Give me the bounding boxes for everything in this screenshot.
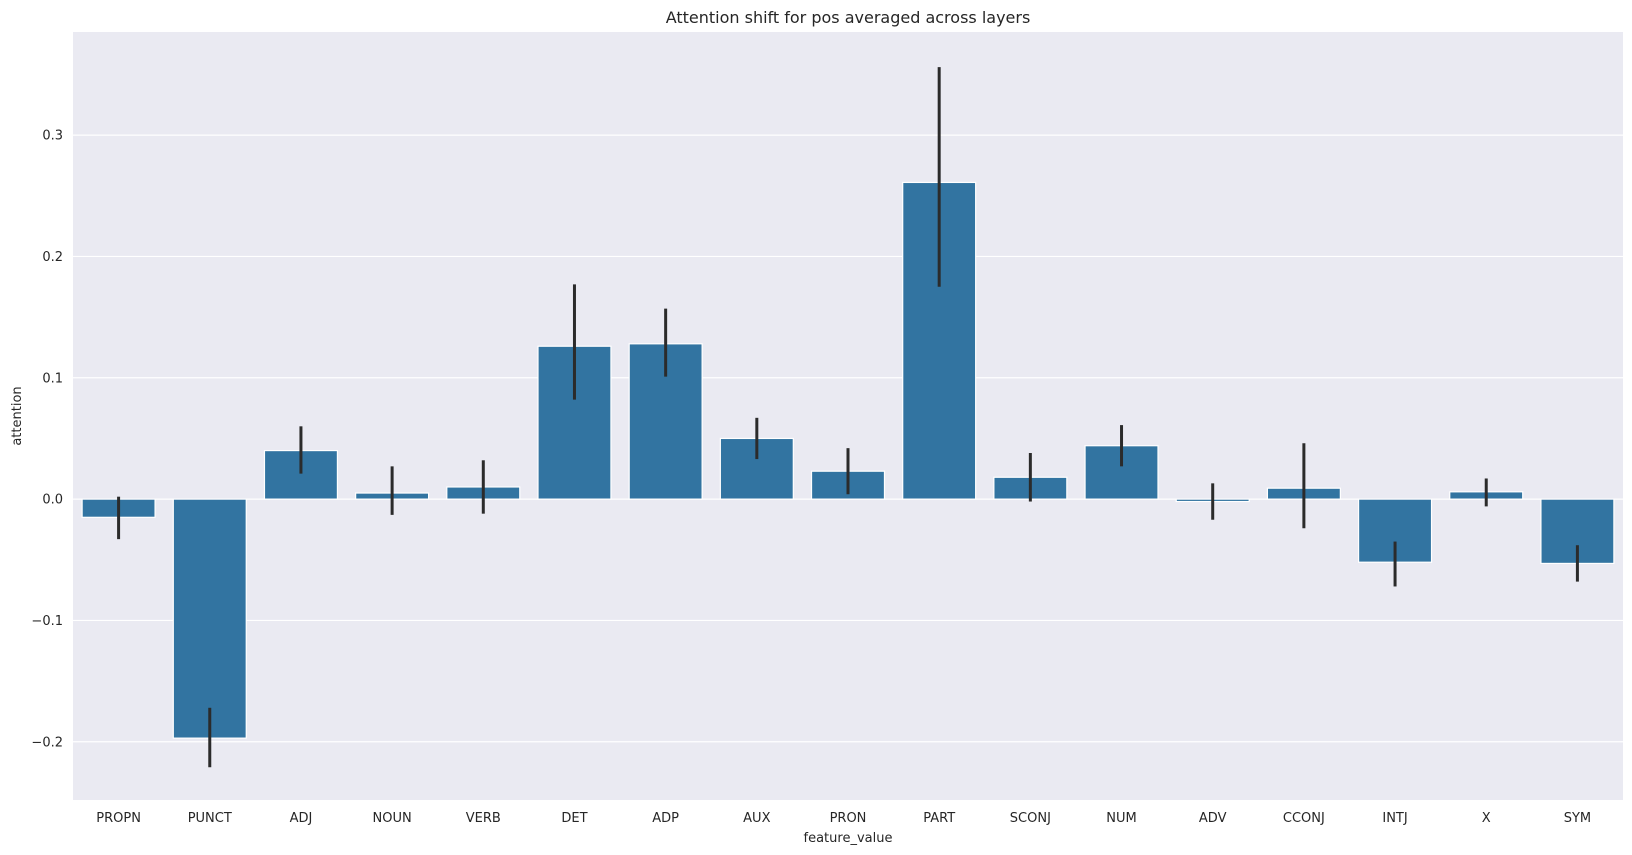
y-tick-label: −0.2 xyxy=(31,735,63,750)
x-tick-labels: PROPN PUNCT ADJ NOUN VERB DET ADP AUX PRON PART SC… xyxy=(96,811,1591,826)
y-tick-label: 0.2 xyxy=(42,250,63,265)
x-tick-label: PROPN xyxy=(96,811,141,826)
error-bars xyxy=(117,67,1579,768)
x-tick-label: PART xyxy=(923,811,955,826)
bar-punct xyxy=(172,498,247,739)
x-tick-label: ADV xyxy=(1199,811,1227,826)
y-tick-label: −0.1 xyxy=(31,614,63,629)
chart-title: Attention shift for pos averaged across … xyxy=(666,8,1031,27)
y-tick-label: 0.1 xyxy=(42,371,63,386)
y-tick-labels: −0.2 −0.1 0.0 0.1 0.2 0.3 xyxy=(31,129,63,751)
x-tick-label: PUNCT xyxy=(188,811,232,826)
y-axis-label: attention xyxy=(10,386,25,445)
x-tick-label: X xyxy=(1482,811,1491,826)
y-tick-label: 0.0 xyxy=(42,493,63,508)
x-tick-label: SYM xyxy=(1564,811,1591,826)
x-tick-label: DET xyxy=(561,811,587,826)
x-tick-label: CCONJ xyxy=(1283,811,1325,826)
x-tick-label: PRON xyxy=(830,811,867,826)
x-tick-label: SCONJ xyxy=(1010,811,1051,826)
x-tick-label: ADJ xyxy=(290,811,313,826)
x-tick-label: NUM xyxy=(1106,811,1136,826)
x-tick-label: ADP xyxy=(652,811,679,826)
x-tick-label: AUX xyxy=(743,811,770,826)
x-axis-label: feature_value xyxy=(804,831,893,846)
x-tick-label: VERB xyxy=(466,811,501,826)
x-tick-label: NOUN xyxy=(373,811,412,826)
plot-area xyxy=(73,32,1623,800)
y-tick-label: 0.3 xyxy=(42,129,63,144)
x-tick-label: INTJ xyxy=(1382,811,1407,826)
